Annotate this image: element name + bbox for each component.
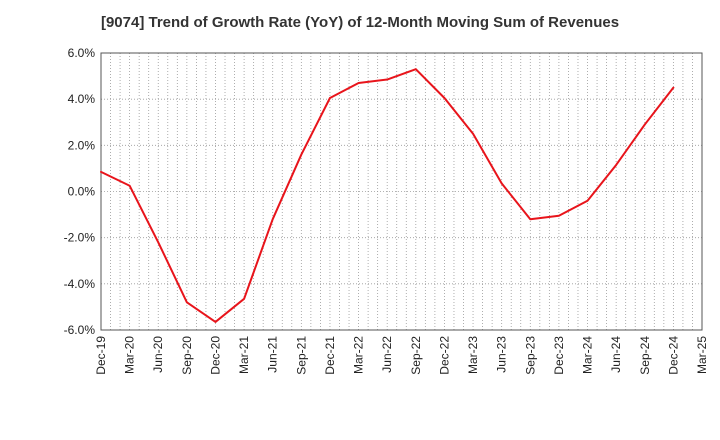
x-tick-label: Mar-24: [581, 336, 595, 374]
y-tick-label: 6.0%: [68, 46, 96, 60]
x-tick-label: Dec-22: [437, 336, 451, 375]
x-tick-label: Jun-22: [380, 336, 394, 373]
x-tick-label: Sep-22: [409, 336, 423, 375]
y-tick-label: -2.0%: [64, 231, 96, 245]
x-tick-label: Mar-20: [123, 336, 137, 374]
x-tick-label: Jun-21: [266, 336, 280, 373]
x-tick-label: Dec-24: [666, 336, 680, 375]
x-tick-label: Dec-21: [323, 336, 337, 375]
x-tick-label: Sep-20: [180, 336, 194, 375]
x-tick-label: Sep-23: [523, 336, 537, 375]
y-tick-label: 4.0%: [68, 92, 96, 106]
x-tick-label: Sep-24: [638, 336, 652, 375]
x-tick-label: Sep-21: [294, 336, 308, 375]
y-tick-label: 2.0%: [68, 138, 96, 152]
x-tick-label: Dec-19: [94, 336, 108, 375]
x-tick-label: Mar-25: [695, 336, 709, 374]
x-tick-label: Jun-24: [609, 336, 623, 373]
y-tick-label: 0.0%: [68, 185, 96, 199]
series-line: [100, 68, 675, 323]
chart-title: [9074] Trend of Growth Rate (YoY) of 12-…: [100, 14, 620, 31]
x-tick-label: Mar-22: [352, 336, 366, 374]
y-tick-label: -6.0%: [64, 323, 96, 337]
x-tick-label: Mar-23: [466, 336, 480, 374]
x-tick-label: Jun-20: [151, 336, 165, 373]
x-tick-label: Dec-23: [552, 336, 566, 375]
plot-border: [100, 52, 703, 331]
y-tick-label: -4.0%: [64, 277, 96, 291]
x-tick-label: Mar-21: [237, 336, 251, 374]
x-tick-label: Dec-20: [208, 336, 222, 375]
x-tick-label: Jun-23: [495, 336, 509, 373]
